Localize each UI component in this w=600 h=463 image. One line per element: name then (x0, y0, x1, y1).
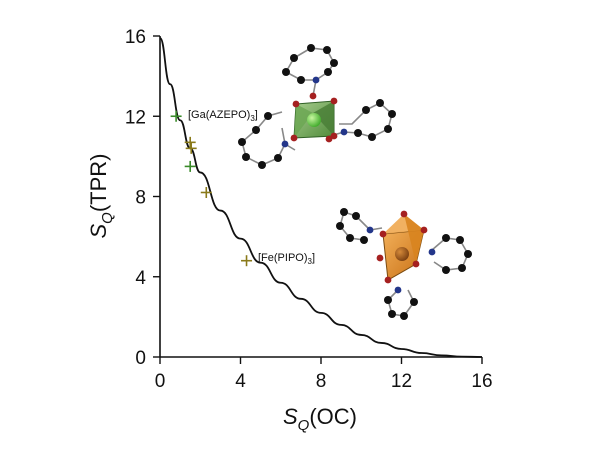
data-point (241, 255, 253, 267)
x-tick-label: 0 (155, 371, 166, 392)
x-axis-label: SQ(OC) (283, 404, 357, 434)
ga-complex-illustration (238, 44, 396, 169)
y-axis-label: SQ(TPR) (86, 153, 116, 238)
y-tick-label: 0 (135, 348, 146, 369)
annotation-ga-azepo: [Ga(AZEPO)3] (188, 109, 258, 123)
tick-labels: 0 4 8 12 16 0 4 8 12 16 (125, 27, 493, 392)
data-point (170, 110, 182, 122)
y-tick-label: 8 (135, 188, 146, 209)
y-tick-label: 12 (125, 107, 146, 128)
y-tick-label: 16 (125, 27, 146, 48)
annotation-fe-pipo: [Fe(PIPO)3] (258, 252, 315, 266)
axis-ticks (153, 35, 483, 364)
x-tick-label: 4 (235, 371, 246, 392)
boundary-curve (159, 37, 483, 358)
data-points (170, 110, 253, 267)
y-tick-label: 4 (135, 268, 146, 289)
data-point (200, 186, 212, 198)
fe-complex-illustration (336, 208, 472, 320)
x-tick-label: 16 (471, 371, 492, 392)
data-point (184, 160, 196, 172)
data-point (184, 136, 196, 148)
x-tick-label: 12 (391, 371, 412, 392)
x-tick-label: 8 (316, 371, 327, 392)
data-point (185, 142, 197, 154)
